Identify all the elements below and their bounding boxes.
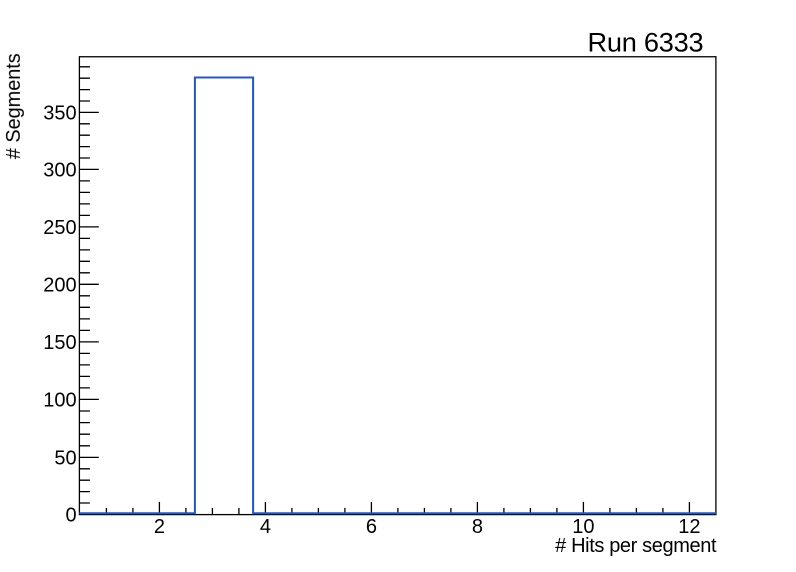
svg-text:2: 2 bbox=[154, 516, 165, 538]
svg-text:350: 350 bbox=[43, 103, 76, 125]
svg-text:# Hits per segment: # Hits per segment bbox=[555, 535, 717, 557]
svg-text:# Segments: # Segments bbox=[3, 53, 25, 159]
svg-text:100: 100 bbox=[43, 390, 76, 412]
svg-text:150: 150 bbox=[43, 332, 76, 354]
svg-text:300: 300 bbox=[43, 160, 76, 182]
svg-text:50: 50 bbox=[54, 448, 76, 470]
svg-text:8: 8 bbox=[472, 516, 483, 538]
svg-text:200: 200 bbox=[43, 275, 76, 297]
svg-text:6: 6 bbox=[366, 516, 377, 538]
svg-text:4: 4 bbox=[260, 516, 271, 538]
svg-text:12: 12 bbox=[678, 516, 700, 538]
svg-text:250: 250 bbox=[43, 217, 76, 239]
svg-text:Run 6333: Run 6333 bbox=[587, 27, 703, 58]
svg-text:0: 0 bbox=[65, 505, 76, 527]
svg-text:10: 10 bbox=[572, 516, 594, 538]
